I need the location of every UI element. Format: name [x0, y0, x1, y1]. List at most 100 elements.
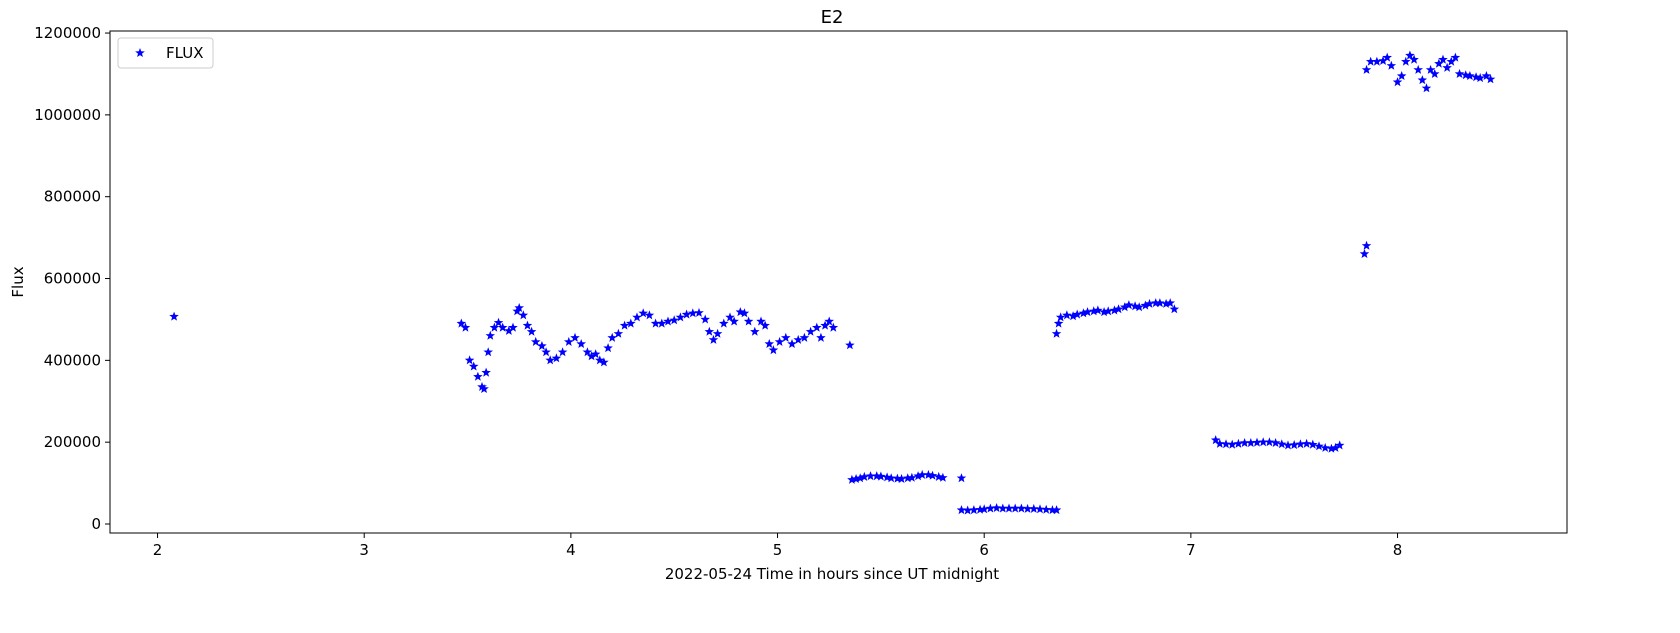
- data-point: [1386, 60, 1397, 70]
- data-point: [975, 504, 985, 514]
- plot-frame: [109, 30, 1568, 534]
- data-point: [1365, 56, 1376, 66]
- data-point: [508, 322, 518, 332]
- y-tick-label: 0: [91, 515, 101, 533]
- data-point: [1165, 298, 1175, 308]
- data-point: [896, 474, 907, 483]
- data-point: [1089, 306, 1099, 316]
- data-point: [1155, 298, 1165, 308]
- data-point: [603, 343, 613, 353]
- data-point: [464, 355, 475, 365]
- data-point: [1051, 505, 1062, 515]
- data-point: [1421, 83, 1432, 93]
- data-point: [1016, 503, 1027, 513]
- data-point: [787, 339, 797, 348]
- data-point: [1301, 438, 1312, 448]
- data-point: [865, 471, 876, 481]
- data-point: [570, 332, 580, 342]
- data-point: [469, 361, 479, 371]
- y-tick-label: 800000: [44, 188, 101, 206]
- data-point: [1029, 503, 1039, 513]
- x-tick-label: 7: [1186, 541, 1196, 559]
- data-point: [816, 332, 826, 342]
- data-point: [1239, 438, 1250, 447]
- data-point: [998, 503, 1008, 513]
- data-point: [1210, 435, 1221, 445]
- data-point: [638, 308, 648, 318]
- data-point: [669, 315, 679, 325]
- data-point: [526, 326, 537, 336]
- data-point: [820, 320, 830, 330]
- chart-title: E2: [821, 7, 844, 28]
- data-point: [1099, 307, 1109, 317]
- data-point: [1227, 439, 1237, 449]
- data-point: [956, 473, 967, 483]
- x-tick-label: 6: [979, 541, 989, 559]
- data-point: [595, 355, 605, 365]
- data-point: [1430, 69, 1440, 78]
- data-point: [704, 326, 715, 336]
- data-point: [956, 505, 967, 515]
- data-point: [799, 332, 810, 342]
- data-point: [473, 371, 483, 381]
- y-tick-label: 1200000: [34, 24, 101, 42]
- data-point: [663, 316, 673, 326]
- data-point: [1151, 298, 1161, 308]
- legend-label-flux: FLUX: [166, 44, 204, 62]
- data-point: [619, 320, 630, 330]
- data-point: [1144, 298, 1155, 308]
- data-point: [719, 318, 729, 328]
- data-point: [650, 318, 661, 328]
- data-point: [962, 505, 973, 515]
- data-point: [1078, 308, 1089, 318]
- data-point: [477, 381, 487, 391]
- data-point: [1454, 69, 1465, 78]
- data-point: [599, 357, 609, 367]
- data-point: [493, 317, 504, 327]
- data-point: [743, 316, 754, 326]
- data-point: [1326, 443, 1337, 453]
- data-point: [1434, 58, 1444, 68]
- data-point: [1055, 312, 1066, 322]
- data-point: [1361, 64, 1372, 74]
- data-point: [1334, 440, 1345, 450]
- data-point: [1233, 438, 1244, 448]
- data-point: [979, 504, 989, 514]
- data-point: [938, 472, 948, 482]
- data-point: [1372, 56, 1382, 66]
- data-point: [531, 336, 541, 346]
- data-point: [657, 318, 667, 328]
- data-point: [694, 307, 704, 317]
- x-tick-label: 3: [359, 541, 369, 559]
- data-point: [876, 471, 886, 481]
- data-point: [712, 328, 723, 338]
- data-point: [1062, 310, 1072, 320]
- data-point: [1409, 54, 1419, 64]
- x-tick-label: 4: [566, 541, 576, 559]
- data-point: [1446, 56, 1456, 66]
- data-point: [1246, 438, 1256, 447]
- legend-box: [117, 37, 214, 69]
- data-point: [497, 322, 508, 332]
- data-point: [859, 471, 870, 481]
- data-point: [564, 336, 574, 346]
- data-point: [456, 318, 467, 328]
- data-point: [1270, 438, 1281, 447]
- data-point: [1035, 504, 1045, 514]
- data-point: [1417, 75, 1428, 85]
- data-point: [1401, 56, 1411, 66]
- data-point: [481, 367, 491, 377]
- data-point: [1109, 305, 1120, 315]
- data-point: [582, 347, 593, 357]
- data-point: [1438, 54, 1448, 64]
- data-point: [1413, 64, 1423, 74]
- data-point: [1425, 64, 1436, 74]
- data-point: [793, 334, 803, 344]
- data-point: [1481, 71, 1492, 80]
- data-point: [607, 332, 617, 342]
- data-point: [750, 326, 760, 336]
- data-point: [545, 355, 555, 365]
- data-point: [969, 505, 979, 515]
- data-point: [1405, 50, 1415, 60]
- data-point: [985, 503, 996, 513]
